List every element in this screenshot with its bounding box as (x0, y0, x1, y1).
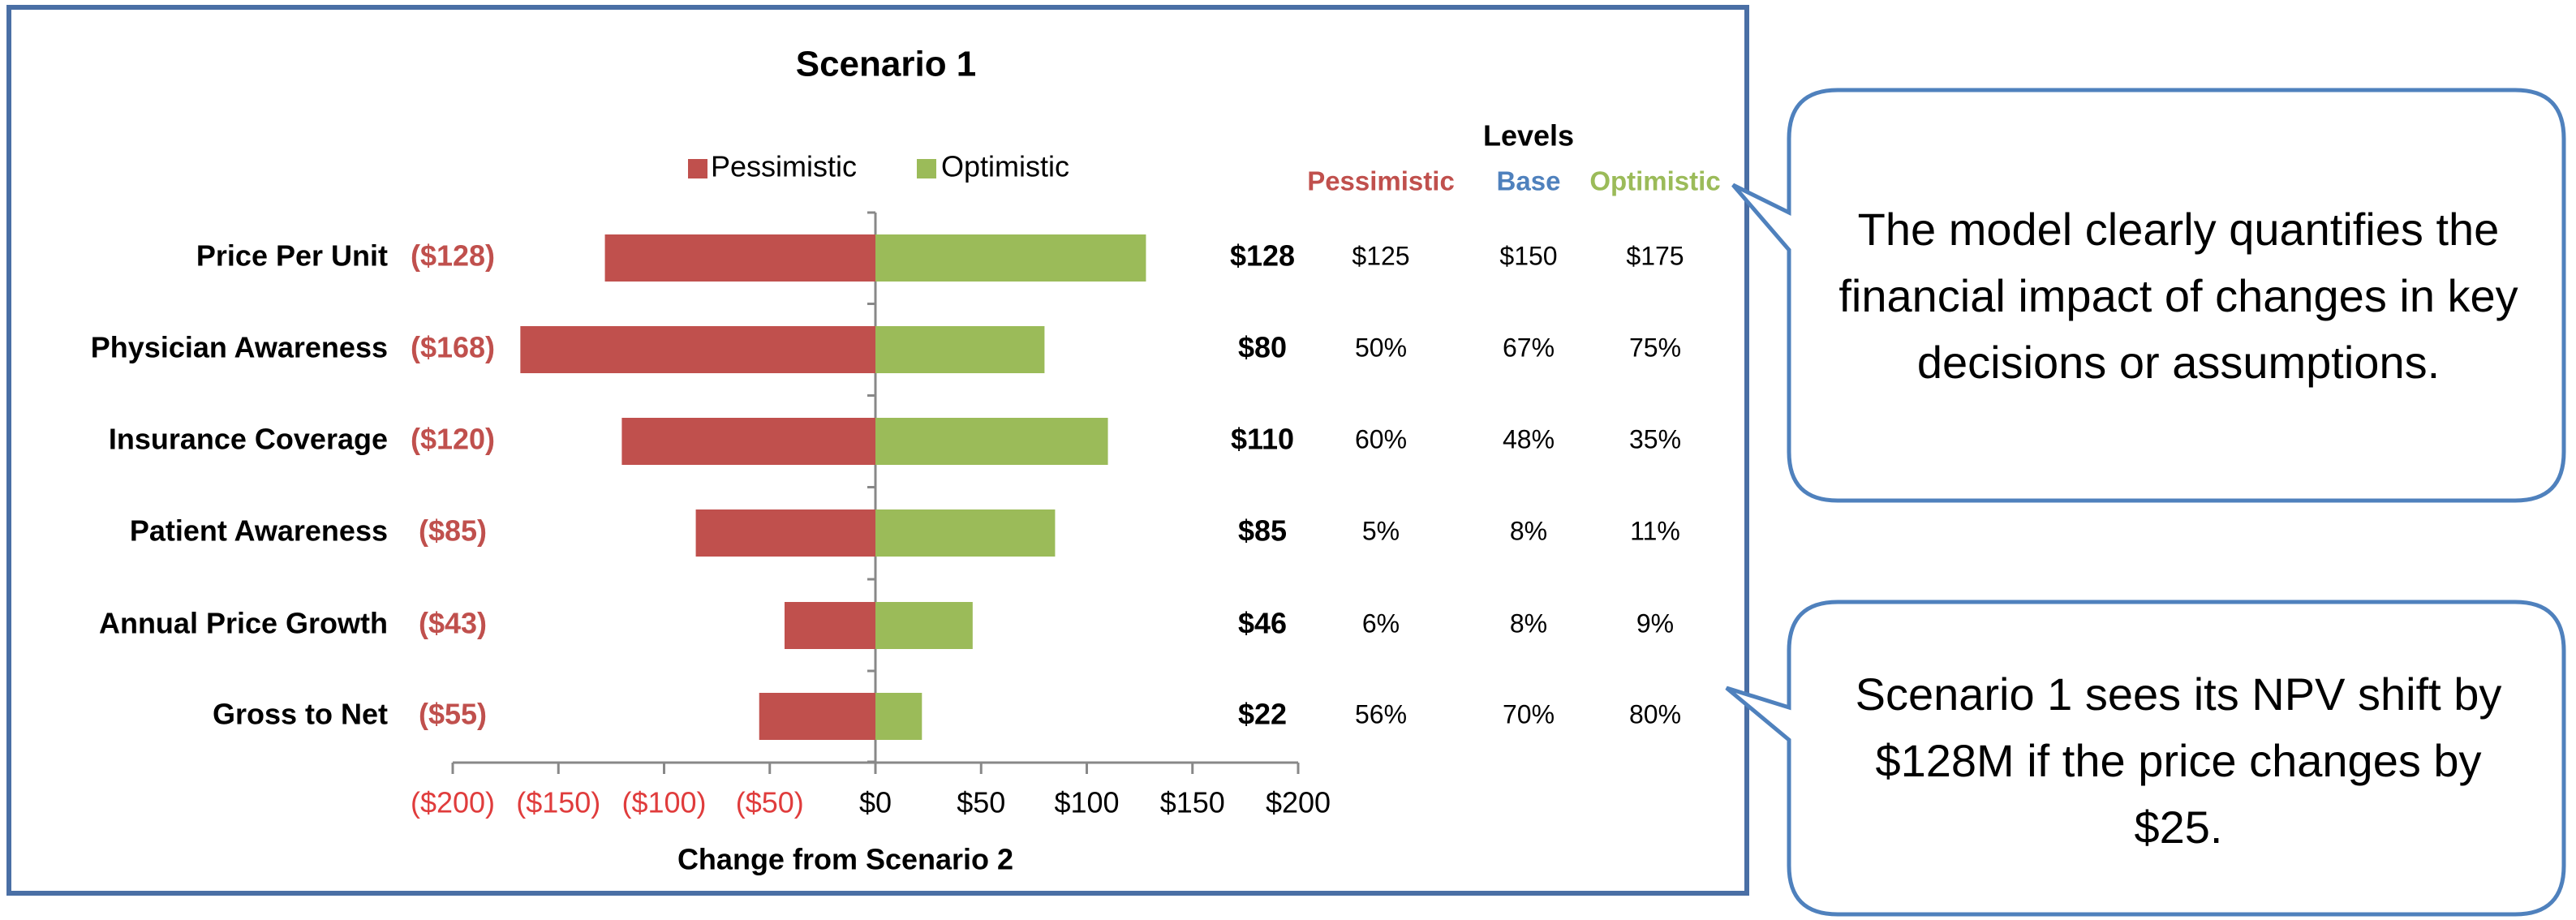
levels-cell: 50% (1355, 333, 1407, 362)
optimistic-data-label: $110 (1231, 423, 1294, 456)
optimistic-data-label: $128 (1230, 239, 1295, 273)
callout-text-bottom: Scenario 1 sees its NPV shift by $128M i… (1855, 669, 2502, 853)
levels-cell: 60% (1355, 424, 1407, 454)
pessimistic-data-label: ($128) (411, 239, 495, 273)
callout-bubble-top (1731, 88, 2566, 503)
bar-optimistic (875, 418, 1108, 465)
levels-cell: 80% (1629, 699, 1681, 729)
levels-header-optimistic: Optimistic (1589, 166, 1720, 196)
levels-cell: 35% (1629, 424, 1681, 454)
bar-pessimistic (759, 693, 875, 740)
bar-pessimistic (604, 234, 875, 282)
x-tick-label: $50 (957, 786, 1005, 819)
levels-cell: 48% (1503, 424, 1555, 454)
bar-pessimistic (621, 418, 875, 465)
bar-optimistic (875, 326, 1045, 373)
bar-optimistic (875, 693, 922, 740)
pessimistic-data-label: ($55) (419, 698, 487, 731)
legend-swatch-pessimistic (688, 159, 707, 178)
callout-text-top: The model clearly quantifies the financi… (1838, 204, 2518, 388)
legend-swatch-optimistic (917, 159, 936, 178)
category-label: Physician Awareness (91, 331, 388, 364)
pessimistic-data-label: ($120) (411, 423, 495, 456)
x-tick-label: ($200) (411, 786, 495, 819)
levels-cell: 11% (1630, 516, 1680, 545)
tornado-chart: Scenario 1 Pessimistic Optimistic Price Per… (91, 45, 1721, 876)
bar-optimistic (875, 602, 973, 649)
x-tick-label: $200 (1266, 786, 1331, 819)
category-label: Gross to Net (213, 698, 388, 731)
x-tick-label: ($50) (736, 786, 804, 819)
category-label: Price Per Unit (196, 239, 388, 273)
x-tick-label: $150 (1160, 786, 1225, 819)
pessimistic-data-label: ($168) (411, 331, 495, 364)
levels-header-pessimistic: Pessimistic (1307, 166, 1455, 196)
optimistic-data-label: $22 (1238, 698, 1287, 731)
legend-label-pessimistic: Pessimistic (711, 150, 857, 183)
bar-pessimistic (520, 326, 875, 373)
levels-cell: 6% (1362, 608, 1400, 638)
x-tick-label: $0 (859, 786, 892, 819)
levels-cell: $150 (1499, 241, 1557, 270)
x-tick-label: ($100) (621, 786, 706, 819)
levels-cell: 8% (1510, 608, 1547, 638)
chart-title: Scenario 1 (796, 45, 977, 84)
levels-cell: 56% (1355, 699, 1407, 729)
bar-pessimistic (784, 602, 875, 649)
category-label: Patient Awareness (130, 514, 388, 548)
bar-pessimistic (695, 509, 875, 557)
x-tick-label: ($150) (516, 786, 600, 819)
levels-cell: 67% (1503, 333, 1555, 362)
levels-title: Levels (1483, 119, 1574, 153)
category-label: Insurance Coverage (109, 423, 388, 456)
chart-frame: Scenario 1 Pessimistic Optimistic Price Per… (6, 5, 1749, 896)
levels-cell: 70% (1503, 699, 1555, 729)
levels-cell: $125 (1352, 241, 1409, 270)
callout-bubble-bottom (1725, 600, 2566, 917)
levels-cell: 5% (1362, 516, 1400, 545)
x-tick-label: $100 (1054, 786, 1119, 819)
levels-header-base: Base (1497, 166, 1561, 196)
x-axis-title: Change from Scenario 2 (677, 843, 1013, 876)
levels-cell: 9% (1636, 608, 1674, 638)
optimistic-data-label: $46 (1238, 607, 1287, 640)
bar-optimistic (875, 509, 1056, 557)
pessimistic-data-label: ($85) (419, 514, 487, 548)
levels-cell: $175 (1626, 241, 1684, 270)
levels-cell: 8% (1510, 516, 1547, 545)
levels-cell: 75% (1629, 333, 1681, 362)
pessimistic-data-label: ($43) (419, 607, 487, 640)
bar-optimistic (875, 234, 1146, 282)
optimistic-data-label: $85 (1238, 514, 1287, 548)
optimistic-data-label: $80 (1238, 331, 1287, 364)
legend-label-optimistic: Optimistic (941, 150, 1069, 183)
category-label: Annual Price Growth (99, 607, 388, 640)
